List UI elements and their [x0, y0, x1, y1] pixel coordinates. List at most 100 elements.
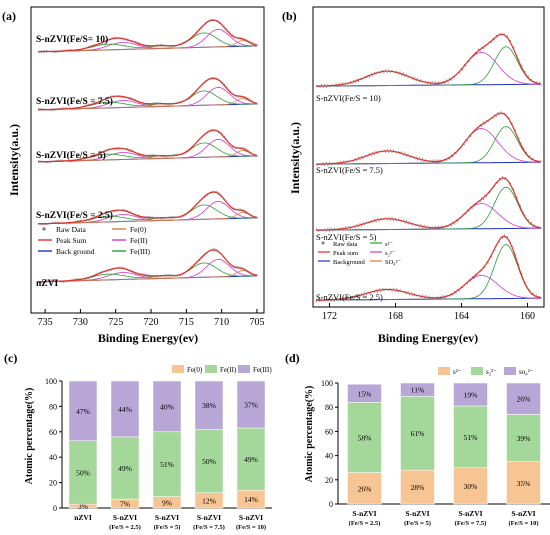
panel-d-legend-swatch: [438, 367, 450, 375]
panel-c-bar-segment: [152, 380, 182, 433]
panel-a-legend-label: Peak Sum: [56, 236, 86, 245]
panel-b-peak-sum-line: [316, 33, 541, 87]
panel-a-trace-label: S-nZVI(Fe/S = 2.5): [36, 210, 113, 221]
panel-c-bar-segment: [152, 431, 182, 497]
panel-c-category-label: S-nZVI: [239, 513, 263, 522]
panel-d-category-label: (Fe/S = 2.5): [349, 520, 381, 527]
panel-d-bar-segment: [347, 402, 382, 473]
panel-c-category-label: S-nZVI: [113, 513, 137, 522]
panel-b-ylabel: Intensity(a.u.): [288, 122, 302, 194]
panel-c-category-label: (Fe/S = 2.5): [109, 524, 141, 531]
panel-b-s2-line: [316, 126, 541, 165]
panel-d-ytick-label: 80: [325, 403, 333, 412]
panel-c-data-label: 38%: [202, 401, 216, 410]
panel-c-legend-label: Fe(III): [253, 366, 272, 374]
panel-a-peak-sum-line: [38, 19, 258, 53]
panel-c-category-label: (Fe/S = 7.5): [193, 524, 225, 531]
panel-d-ytick-label: 40: [325, 452, 333, 461]
panel-b-trace-label: S-nZVI(Fe/S = 2.5): [316, 292, 383, 302]
panel-a-trace-label: nZVI: [36, 279, 58, 289]
panel-c-legend-label: Fe(0): [187, 366, 203, 374]
panel-a-peak-sum-line: [38, 249, 258, 283]
panel-b-legend-label: s₂²⁻: [385, 250, 396, 257]
panel-d-bars: 26% 58% 15% S-nZVI (Fe/S = 2.5) 28% 61% 11% S-nZ…: [347, 382, 541, 527]
panel-c-data-label: 44%: [118, 405, 132, 414]
panel-c-data-label: 47%: [76, 407, 90, 416]
panel-a-ylabel: Intensity(a.u.): [7, 124, 21, 196]
panel-a-xtick-label: 730: [73, 317, 88, 328]
panel-c-data-label: 50%: [202, 457, 216, 466]
panel-c-bars: 3% 50% 47% nZVI 7% 49% 44% S-nZVI (Fe/S = 2.5) 9%…: [68, 380, 266, 531]
panel-c-bar-segment: [194, 380, 224, 430]
panel-c-ytick-label: 100: [45, 377, 57, 386]
panel-b-peak-sum-line: [316, 235, 541, 301]
panel-d-ytick-label: 0: [329, 500, 333, 509]
panel-d-bar-segment: [347, 472, 382, 505]
panel-c: (c) Atomic percentage(%) 0 20 40 60 80 100 3%…: [4, 351, 272, 531]
panel-d-legend-label: s²⁻: [453, 368, 462, 376]
panel-b-legend-label: s²⁻: [385, 241, 393, 248]
panel-d-category-label: (Fe/S = 10): [508, 520, 538, 527]
panel-c-data-label: 7%: [120, 500, 130, 509]
panel-b-legend: Raw data s²⁻ Peak sum s₂²⁻ Background SO₄²⁻: [318, 241, 402, 266]
panel-c-legend-swatch: [238, 365, 250, 373]
panel-c-ytick-label: 80: [49, 402, 57, 411]
panel-c-data-label: 50%: [76, 468, 90, 477]
panel-d-data-label: 15%: [358, 389, 372, 398]
panel-c-bar-segment: [236, 380, 266, 429]
panel-c-data-label: 49%: [244, 455, 258, 464]
panel-d-category-label: S-nZVI: [511, 509, 535, 518]
panel-d-data-label: 19%: [464, 390, 478, 399]
panel-d-bar-segment: [453, 405, 488, 468]
panel-c-ytick-label: 0: [53, 504, 57, 513]
panel-b-frame: [312, 6, 545, 308]
panel-a-xtick-label: 735: [38, 317, 53, 328]
panel-d-legend-swatch: [471, 367, 483, 375]
panel-d-ytick-label: 100: [321, 379, 333, 388]
panel-d-data-label: 61%: [411, 429, 425, 438]
panel-a-xtick-label: 705: [249, 317, 264, 328]
panel-a-trace-label: S-nZVI(Fe/S = 5): [36, 150, 106, 161]
panel-d-data-label: 51%: [464, 433, 478, 442]
panel-a-fe0-line: [38, 212, 257, 225]
panel-d-data-label: 30%: [464, 482, 478, 491]
panel-a-letter: (a): [2, 9, 16, 23]
panel-d-bar-segment: [506, 382, 541, 415]
panel-b-raw-data-points: [316, 33, 542, 88]
panel-b-raw-data-points: [316, 111, 542, 166]
panel-a-trace-label: S-nZVI(Fe/S = 7.5): [36, 96, 113, 107]
panel-c-category-label: (Fe/S = 5): [154, 524, 181, 531]
panel-d-data-label: 35%: [517, 479, 531, 488]
panel-a-traces: S-nZVI(Fe/S= 10) S-nZVI(Fe/S = 7.5) S-nZVI…: [36, 19, 258, 289]
panel-a-trace-label: S-nZVI(Fe/S= 10): [36, 34, 108, 45]
panel-c-bar-segment: [68, 440, 98, 505]
panel-b-raw-data-points: [316, 176, 542, 232]
panel-a-legend-label: Raw Data: [56, 225, 86, 234]
panel-c-category-label: nZVI: [74, 513, 92, 522]
panel-d-ylabel: Atomic percentage(%): [304, 386, 315, 483]
panel-a-xtick-label: 725: [108, 317, 123, 328]
panel-b-trace-label: S-nZVI(Fe/S = 5): [316, 232, 377, 242]
panel-d-legend-label: so₄²⁻: [519, 368, 534, 376]
panel-c-data-label: 51%: [160, 460, 174, 469]
panel-a-fe0-line: [38, 270, 257, 283]
panel-a-ticks: 735 730 725 720 715 710 705: [38, 309, 264, 328]
panel-d-bar-segment: [453, 382, 488, 407]
panel-a-legend-marker: [42, 227, 46, 231]
panel-c-category-label: S-nZVI: [155, 513, 179, 522]
panel-c-ytick-label: 40: [49, 453, 57, 462]
panel-b-peak-sum-line: [316, 112, 541, 165]
panel-d-data-label: 11%: [411, 386, 424, 395]
panel-c-ylabel: Atomic percentage(%): [24, 388, 35, 485]
panel-d-category-label: S-nZVI: [352, 509, 376, 518]
panel-c-data-label: 9%: [162, 498, 172, 507]
panel-d-bar-segment: [347, 383, 382, 403]
panel-d-data-label: 39%: [517, 434, 531, 443]
panel-d-data-label: 58%: [358, 433, 372, 442]
panel-b-legend-label: Background: [333, 259, 366, 266]
panel-d-legend-label: s₂²⁻: [486, 368, 497, 376]
panel-d-ytick-label: 60: [325, 427, 333, 436]
panel-b-xlabel: Binding Energy(ev): [378, 331, 478, 345]
panel-a-legend-label: Back ground: [56, 247, 95, 256]
panel-b-trace-label: S-nZVI(Fe/S = 10): [316, 93, 381, 103]
